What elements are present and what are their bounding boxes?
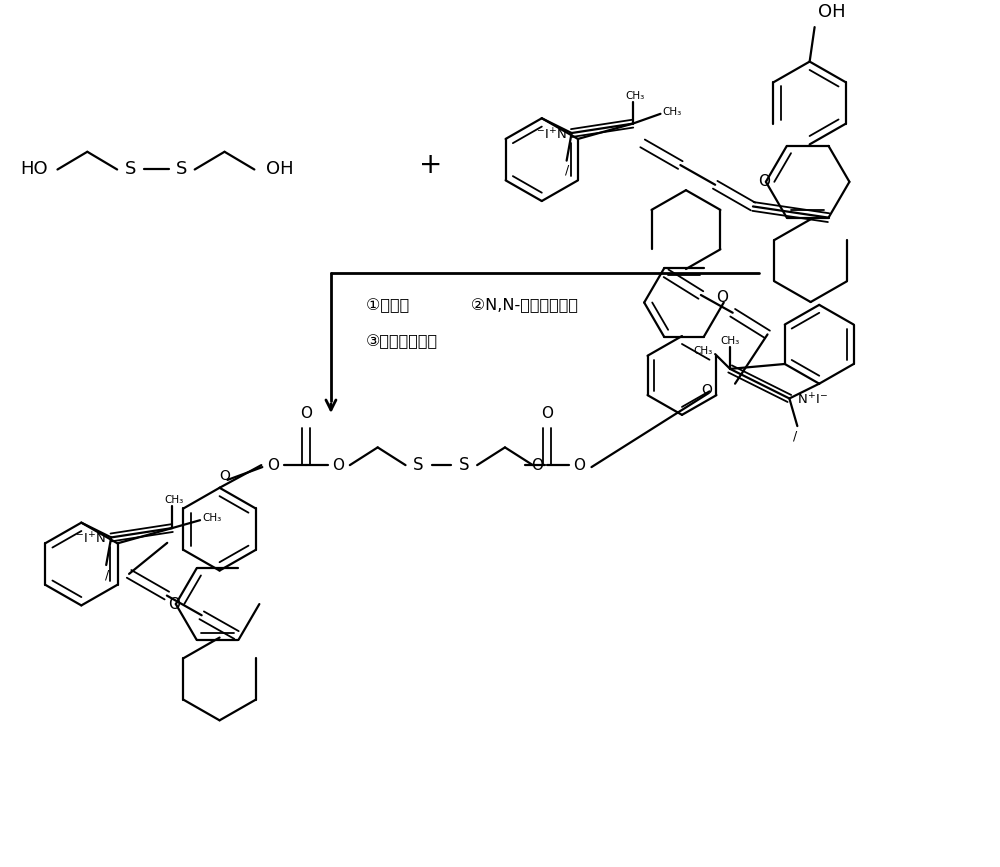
Text: O: O — [219, 469, 230, 483]
Text: CH₃: CH₃ — [693, 346, 712, 356]
Text: /: / — [565, 164, 570, 177]
Text: O: O — [701, 383, 712, 397]
Text: S: S — [413, 456, 424, 474]
Text: O: O — [574, 458, 586, 473]
Text: OH: OH — [266, 160, 294, 179]
Text: O: O — [531, 458, 543, 473]
Text: /: / — [793, 429, 797, 442]
Text: O: O — [332, 458, 344, 473]
Text: ③无水二氯甲烷: ③无水二氯甲烷 — [366, 335, 438, 349]
Text: O: O — [267, 458, 279, 473]
Text: S: S — [124, 160, 136, 179]
Text: CH₃: CH₃ — [165, 495, 184, 505]
Text: O: O — [716, 290, 728, 305]
Text: O: O — [300, 407, 312, 421]
Text: S: S — [459, 456, 469, 474]
Text: CH₃: CH₃ — [625, 91, 644, 101]
Text: CH₃: CH₃ — [720, 336, 740, 346]
Text: O: O — [758, 174, 770, 189]
Text: CH₃: CH₃ — [202, 513, 221, 523]
Text: CH₃: CH₃ — [662, 107, 682, 117]
Text: /: / — [105, 569, 109, 582]
Text: +: + — [419, 151, 442, 179]
Text: O: O — [168, 596, 180, 611]
Text: $^{-}$I$^{+}$N: $^{-}$I$^{+}$N — [75, 531, 106, 547]
Text: N$^{+}$I$^{-}$: N$^{+}$I$^{-}$ — [797, 393, 828, 408]
Text: HO: HO — [21, 160, 48, 179]
Text: $^{-}$I$^{+}$N: $^{-}$I$^{+}$N — [536, 127, 567, 143]
Text: OH: OH — [818, 3, 845, 22]
Text: O: O — [541, 407, 553, 421]
Text: ①三光气            ②N,N-二异丙基乙胺: ①三光气 ②N,N-二异丙基乙胺 — [366, 297, 578, 312]
Text: S: S — [176, 160, 187, 179]
